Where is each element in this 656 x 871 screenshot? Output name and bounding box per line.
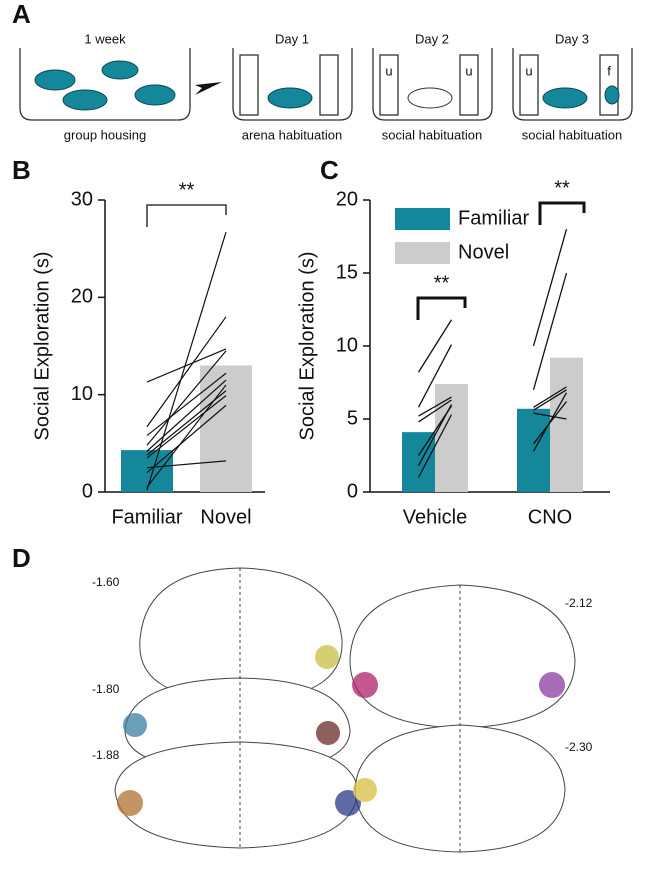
x-tick-label: Familiar <box>111 506 182 528</box>
subject-line <box>533 386 567 408</box>
subject-line <box>146 404 227 473</box>
subject-line <box>146 348 227 383</box>
x-tick-label: CNO <box>528 506 572 528</box>
subject-line <box>146 460 227 469</box>
panel-label: C <box>320 155 339 185</box>
cup-label: u <box>465 63 472 78</box>
subject-line <box>418 396 452 417</box>
stage-caption: social habituation <box>522 127 622 142</box>
stage-caption: social habituation <box>382 127 482 142</box>
cup-label: u <box>385 63 392 78</box>
x-tick-label: Novel <box>200 506 251 528</box>
y-tick-label: 0 <box>347 480 358 502</box>
stage-caption: arena habituation <box>242 127 342 142</box>
subject-line <box>146 316 227 428</box>
significance-label: ** <box>434 272 450 294</box>
subject-line <box>533 412 567 420</box>
subject-line <box>146 390 227 456</box>
atlas-level: -1.88 <box>92 748 120 762</box>
subject-line <box>532 272 568 390</box>
subject-line <box>146 350 227 446</box>
significance-bracket <box>146 204 227 227</box>
subject-line <box>417 319 453 373</box>
y-axis-label: Social Exploration (s) <box>31 252 53 441</box>
atlas-art <box>114 567 576 853</box>
y-tick-label: 5 <box>347 407 358 429</box>
subject-line <box>417 404 453 467</box>
subject-line <box>146 379 227 452</box>
bar <box>402 432 435 492</box>
panel-label: B <box>12 155 31 185</box>
legend-swatch <box>395 242 450 264</box>
legend-swatch <box>395 208 450 230</box>
schematic-art <box>19 48 633 121</box>
y-axis-label: Social Exploration (s) <box>296 252 318 441</box>
y-tick-label: 10 <box>71 383 93 405</box>
y-tick-label: 30 <box>71 188 93 210</box>
cup-label: u <box>525 63 532 78</box>
atlas-level: -2.12 <box>565 596 593 610</box>
bar <box>550 357 583 492</box>
atlas-level: -2.30 <box>565 740 593 754</box>
subject-line <box>533 389 567 411</box>
stage-title: Day 1 <box>275 31 309 46</box>
significance-bracket <box>416 296 467 320</box>
panel-label: A <box>12 0 31 29</box>
legend-label: Novel <box>458 241 509 263</box>
subject-line <box>417 344 453 408</box>
cup-label: f <box>607 63 611 78</box>
arrow <box>195 82 222 95</box>
bar <box>435 383 468 492</box>
subject-line <box>532 229 568 347</box>
bar <box>200 365 252 492</box>
legend-label: Familiar <box>458 207 529 229</box>
x-tick-label: Vehicle <box>403 506 468 528</box>
subject-line <box>418 399 452 423</box>
subject-line <box>146 372 227 437</box>
atlas-level: -1.60 <box>92 575 120 589</box>
rats <box>34 60 620 111</box>
significance-label: ** <box>554 177 570 199</box>
y-tick-label: 10 <box>336 334 358 356</box>
rat-outline <box>407 87 453 109</box>
y-tick-label: 0 <box>82 480 93 502</box>
panel-label: D <box>12 543 31 573</box>
subject-line <box>417 414 453 478</box>
atlas-level: -1.80 <box>92 682 120 696</box>
y-tick-label: 20 <box>71 286 93 308</box>
significance-bracket <box>538 201 586 225</box>
y-tick-label: 20 <box>336 188 358 210</box>
subject-line <box>532 401 568 445</box>
stage-title: Day 3 <box>555 31 589 46</box>
y-tick-label: 15 <box>336 261 358 283</box>
subject-line <box>146 231 227 491</box>
stage-title: Day 2 <box>415 31 449 46</box>
stage-caption: group housing <box>64 127 146 142</box>
significance-label: ** <box>179 179 195 201</box>
injection-sites <box>117 645 565 816</box>
stage-title: 1 week <box>84 31 126 46</box>
